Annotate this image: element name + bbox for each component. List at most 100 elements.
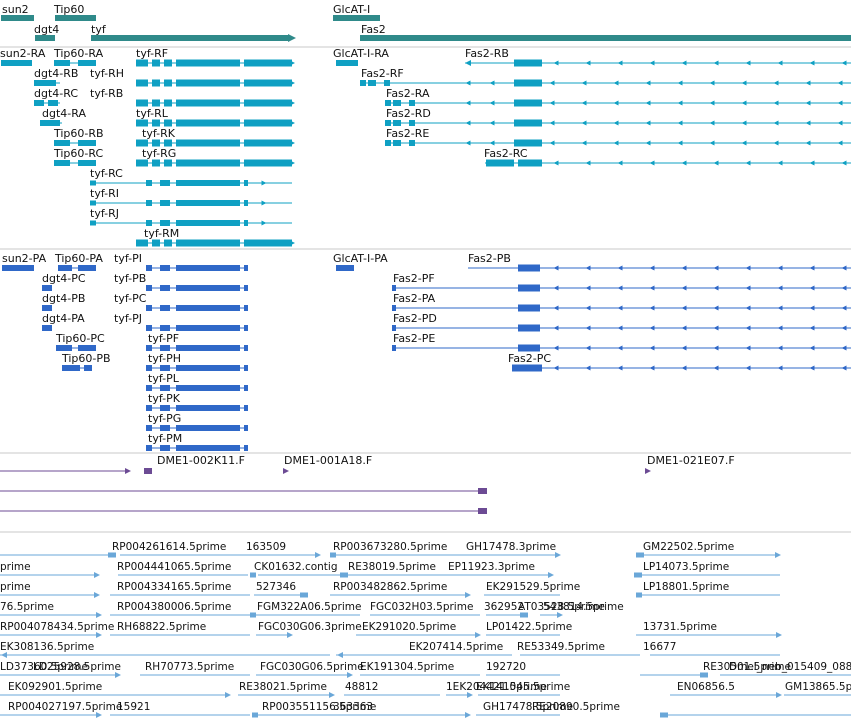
transcript-strand-arrow — [805, 120, 811, 126]
transcript-label-sun2-ra: sun2-RA — [0, 47, 46, 60]
protein-strand-arrow — [205, 365, 211, 371]
est-label-1ek204421-5prime: 1EK204421.5prime — [446, 681, 547, 693]
transcript-strand-arrow — [289, 80, 295, 86]
protein-strand-arrow — [585, 265, 591, 271]
transcript-strand-arrow — [837, 80, 843, 86]
protein-strand-arrow — [809, 345, 815, 351]
est-strand-arrow — [557, 612, 563, 618]
transcript-exon — [164, 119, 172, 127]
transcript-exon — [393, 140, 401, 146]
protein-exon — [146, 305, 152, 311]
transcript-strand-arrow — [677, 100, 683, 106]
est-label-lp18801-5prime: LP18801.5prime — [643, 581, 729, 593]
transcript-exon — [136, 79, 148, 87]
transcript-exon — [90, 200, 96, 206]
est-label-en06856-5: EN06856.5 — [677, 681, 735, 693]
transcript-strand-arrow — [549, 120, 555, 126]
transcript-exon — [136, 139, 148, 147]
protein-strand-arrow — [181, 265, 187, 271]
transcript-strand-arrow — [289, 240, 295, 246]
protein-exon — [146, 365, 152, 371]
transcript-strand-arrow — [837, 100, 843, 106]
est-label-rp003482862-5prime: RP003482862.5prime — [333, 581, 447, 593]
protein-exon — [78, 345, 96, 351]
protein-strand-arrow — [181, 445, 187, 451]
transcript-strand-arrow — [261, 100, 267, 106]
transcript-strand-arrow — [229, 80, 235, 86]
protein-strand-arrow — [745, 345, 751, 351]
est-label-16677: 16677 — [643, 641, 676, 653]
protein-strand-arrow — [585, 345, 591, 351]
transcript-strand-arrow — [465, 120, 471, 126]
transcript-exon — [164, 79, 172, 87]
transcript-exon — [368, 80, 376, 86]
transcript-exon — [244, 220, 248, 226]
transcript-exon — [244, 99, 292, 107]
transcript-strand-arrow — [261, 200, 267, 206]
transcript-exon — [54, 160, 70, 166]
protein-strand-arrow — [809, 285, 815, 291]
transcript-exon — [244, 200, 248, 206]
transcript-label-fas2-rd: Fas2-RD — [386, 107, 431, 120]
transcript-strand-arrow — [261, 160, 267, 166]
gene-exon — [360, 35, 851, 41]
transcript-strand-arrow — [229, 120, 235, 126]
transcript-exon — [409, 100, 415, 106]
protein-exon — [244, 385, 248, 391]
transcript-strand-arrow — [181, 200, 187, 206]
protein-label-tyf-pg: tyf-PG — [148, 412, 181, 425]
protein-strand-arrow — [229, 285, 235, 291]
protein-strand-arrow — [617, 285, 623, 291]
transcript-strand-arrow — [681, 60, 687, 66]
est-exon — [250, 612, 256, 618]
transcript-label-fas2-re: Fas2-RE — [386, 127, 429, 140]
transcript-strand-arrow — [581, 120, 587, 126]
est-exon — [520, 612, 528, 618]
transcript-exon — [244, 119, 292, 127]
transcript-exon — [514, 99, 542, 107]
transcript-exon — [393, 120, 401, 126]
transcript-strand-arrow — [613, 140, 619, 146]
transcript-strand-arrow — [809, 60, 815, 66]
transcript-exon — [136, 59, 148, 67]
transcript-strand-arrow — [617, 160, 623, 166]
transcript-exon — [78, 160, 96, 166]
protein-strand-arrow — [809, 325, 815, 331]
transcript-exon — [514, 59, 542, 67]
protein-strand-arrow — [553, 305, 559, 311]
transcript-strand-arrow — [229, 140, 235, 146]
protein-label-tyf-pi: tyf-PI — [114, 252, 142, 265]
protein-strand-arrow — [745, 365, 751, 371]
transcript-exon — [1, 60, 32, 66]
protein-exon — [244, 365, 248, 371]
transcript-strand-arrow — [229, 100, 235, 106]
transcript-strand-arrow — [385, 140, 391, 146]
protein-strand-arrow — [585, 305, 591, 311]
est-exon — [700, 672, 708, 678]
transcript-strand-arrow — [205, 100, 211, 106]
protein-strand-arrow — [205, 405, 211, 411]
transcript-strand-arrow — [549, 80, 555, 86]
protein-exon — [512, 364, 542, 372]
est-exon — [108, 552, 116, 558]
protein-strand-arrow — [617, 265, 623, 271]
transcript-exon — [164, 59, 172, 67]
transcript-exon — [152, 239, 160, 247]
protein-label-tyf-ph: tyf-PH — [148, 352, 181, 365]
protein-label-fas2-pe: Fas2-PE — [393, 332, 435, 345]
gene-exon — [333, 15, 380, 21]
protein-strand-arrow — [229, 445, 235, 451]
transcript-strand-arrow — [360, 80, 366, 86]
protein-strand-arrow — [681, 365, 687, 371]
protein-exon — [244, 285, 248, 291]
transcript-strand-arrow — [205, 120, 211, 126]
est-strand-arrow — [94, 572, 100, 578]
bac-label-dme1-021e07-f: DME1-021E07.F — [647, 454, 735, 467]
protein-strand-arrow — [713, 345, 719, 351]
transcript-label-tip60-ra: Tip60-RA — [53, 47, 104, 60]
gene-label-sun2: sun2 — [2, 3, 29, 16]
transcript-label-tyf-rm: tyf-RM — [144, 227, 179, 240]
est-label-362952: 362952 — [484, 601, 524, 613]
protein-label-tyf-pm: tyf-PM — [148, 432, 182, 445]
